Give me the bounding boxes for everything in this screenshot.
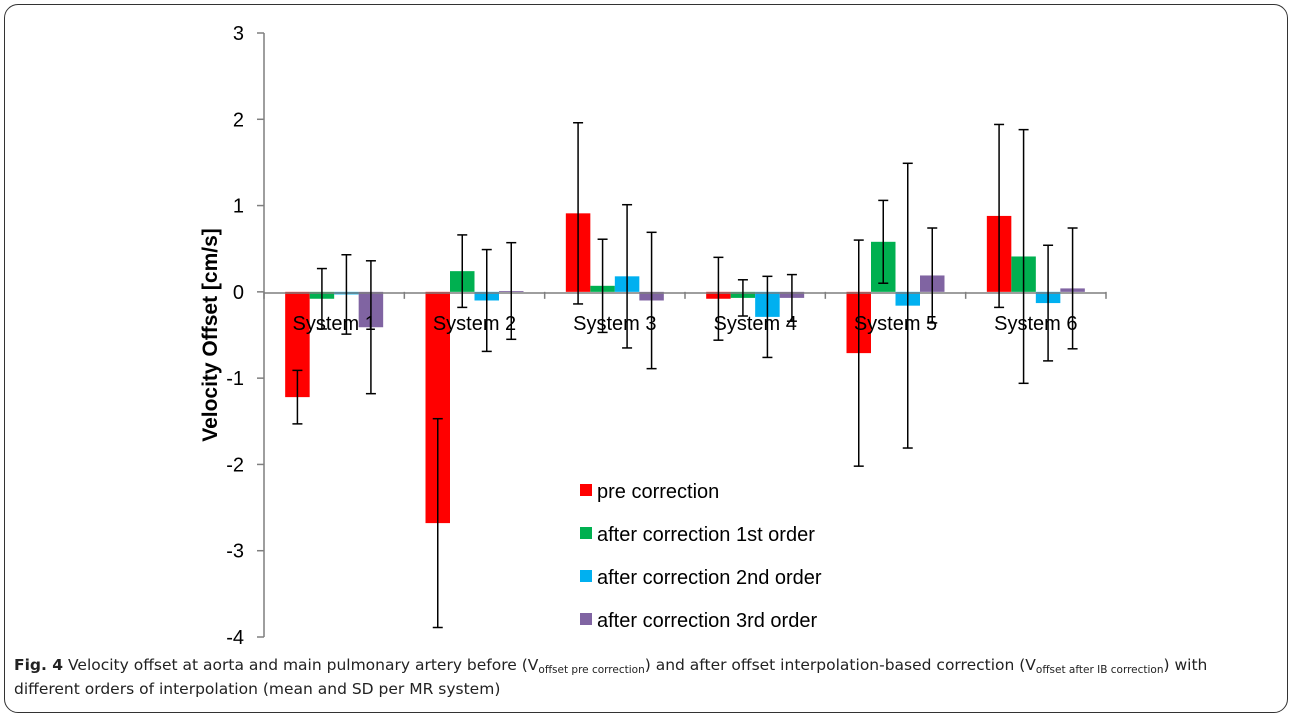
x-category-label: System 6: [994, 313, 1077, 335]
legend-swatch: [580, 484, 592, 496]
legend-swatch: [580, 527, 592, 539]
y-tick-label: -4: [226, 627, 244, 649]
x-category-label: System 3: [573, 313, 656, 335]
legend-label: after correction 2nd order: [597, 567, 822, 589]
y-tick-label: -1: [226, 368, 244, 390]
bars-layer: [285, 213, 1085, 524]
caption-subscript-1: offset pre correction: [538, 664, 645, 676]
y-tick-label: 3: [233, 23, 244, 45]
legend-swatch: [580, 613, 592, 625]
x-category-label: System 1: [292, 313, 375, 335]
figure-caption: Fig. 4 Velocity offset at aorta and main…: [14, 653, 1276, 701]
legend-label: after correction 3rd order: [597, 610, 817, 632]
caption-subscript-2: offset after IB correction: [1035, 664, 1164, 676]
legend: pre correction after correction 1st order…: [580, 481, 822, 632]
y-tick-label: -2: [226, 454, 244, 476]
x-category-label: System 5: [854, 313, 937, 335]
figure-frame: [4, 4, 1288, 713]
legend-swatch: [580, 570, 592, 582]
y-tick-label: -3: [226, 541, 244, 563]
caption-text-3: ) with different orders of interpolation…: [14, 656, 1208, 698]
axes-layer: [263, 33, 1106, 637]
errors-layer: [292, 121, 1078, 629]
x-category-label: System 4: [713, 313, 796, 335]
ticks-layer: 3 2 1 0 -1 -2 -3 -4: [226, 23, 1107, 649]
legend-label: after correction 1st order: [597, 524, 815, 546]
y-tick-label: 2: [233, 109, 244, 131]
caption-text-2: ) and after offset interpolation-based c…: [644, 656, 1036, 674]
caption-text-1: Velocity offset at aorta and main pulmon…: [63, 656, 539, 674]
y-axis-label: Velocity Offset [cm/s]: [199, 228, 222, 442]
caption-label: Fig. 4: [14, 656, 64, 674]
x-category-label: System 2: [433, 313, 516, 335]
labels-layer: System 1 System 2 System 3 System 4 System 5…: [292, 313, 1077, 335]
y-tick-label: 0: [233, 282, 244, 304]
legend-label: pre correction: [597, 481, 719, 503]
y-tick-label: 1: [233, 196, 244, 218]
